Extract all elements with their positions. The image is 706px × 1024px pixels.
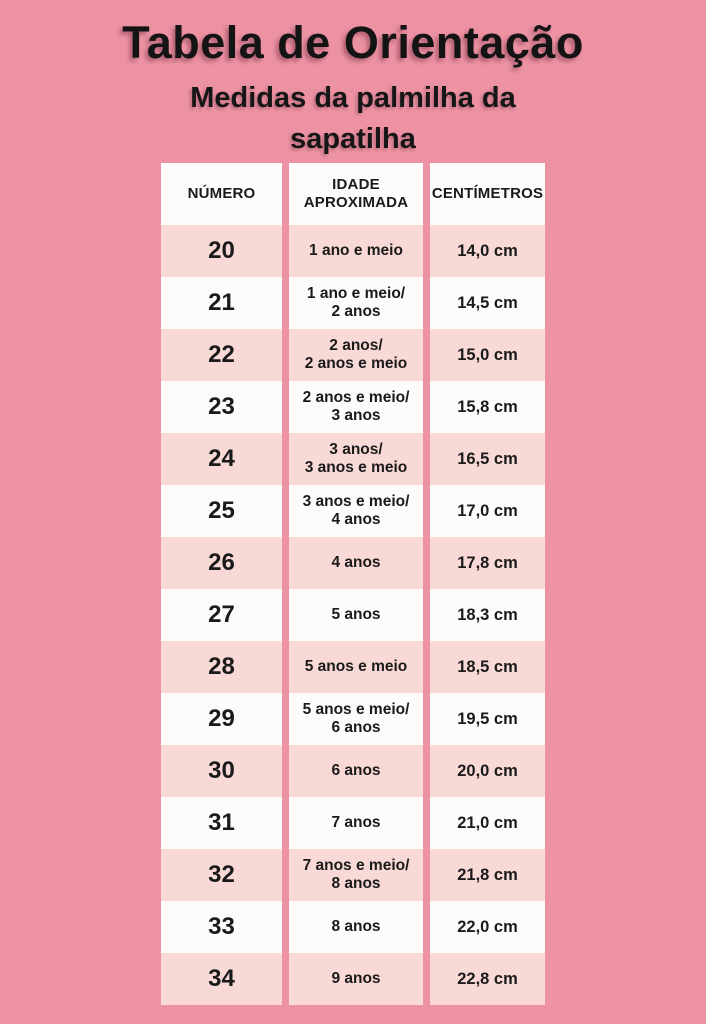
cell-numero: 32 (161, 849, 282, 901)
cell-centimetros: 14,5 cm (430, 277, 545, 329)
size-guide-table: NÚMERO IDADE APROXIMADA CENTÍMETROS 20 1… (161, 163, 545, 1005)
cell-numero: 29 (161, 693, 282, 745)
cell-idade-aproximada: 1 ano e meio (289, 225, 423, 277)
cell-idade-aproximada: 6 anos (289, 745, 423, 797)
cell-idade-aproximada: 5 anos (289, 589, 423, 641)
table-row: 25 3 anos e meio/ 4 anos 17,0 cm (161, 485, 545, 537)
table-row: 24 3 anos/ 3 anos e meio 16,5 cm (161, 433, 545, 485)
header-cell-numero: NÚMERO (161, 163, 282, 225)
cell-idade-aproximada: 9 anos (289, 953, 423, 1005)
cell-idade-aproximada: 7 anos (289, 797, 423, 849)
cell-centimetros: 17,0 cm (430, 485, 545, 537)
cell-centimetros: 21,8 cm (430, 849, 545, 901)
table-row: 21 1 ano e meio/ 2 anos 14,5 cm (161, 277, 545, 329)
table-row: 34 9 anos 22,8 cm (161, 953, 545, 1005)
page-title: Tabela de Orientação (122, 17, 584, 68)
table-header-row: NÚMERO IDADE APROXIMADA CENTÍMETROS (161, 163, 545, 225)
table-row: 26 4 anos 17,8 cm (161, 537, 545, 589)
cell-centimetros: 14,0 cm (430, 225, 545, 277)
cell-centimetros: 15,0 cm (430, 329, 545, 381)
table-row: 32 7 anos e meio/ 8 anos 21,8 cm (161, 849, 545, 901)
table-row: 27 5 anos 18,3 cm (161, 589, 545, 641)
cell-centimetros: 22,0 cm (430, 901, 545, 953)
page-subtitle: Medidas da palmilha da sapatilha (190, 82, 516, 155)
cell-numero: 33 (161, 901, 282, 953)
cell-numero: 26 (161, 537, 282, 589)
cell-numero: 23 (161, 381, 282, 433)
cell-idade-aproximada: 5 anos e meio/ 6 anos (289, 693, 423, 745)
cell-numero: 25 (161, 485, 282, 537)
cell-centimetros: 19,5 cm (430, 693, 545, 745)
table-row: 31 7 anos 21,0 cm (161, 797, 545, 849)
cell-idade-aproximada: 8 anos (289, 901, 423, 953)
table-row: 29 5 anos e meio/ 6 anos 19,5 cm (161, 693, 545, 745)
cell-numero: 22 (161, 329, 282, 381)
table-row: 20 1 ano e meio 14,0 cm (161, 225, 545, 277)
header-cell-idade-aproximada: IDADE APROXIMADA (289, 163, 423, 225)
cell-centimetros: 16,5 cm (430, 433, 545, 485)
cell-idade-aproximada: 2 anos e meio/ 3 anos (289, 381, 423, 433)
cell-idade-aproximada: 5 anos e meio (289, 641, 423, 693)
cell-idade-aproximada: 2 anos/ 2 anos e meio (289, 329, 423, 381)
cell-idade-aproximada: 4 anos (289, 537, 423, 589)
cell-numero: 27 (161, 589, 282, 641)
cell-numero: 28 (161, 641, 282, 693)
cell-idade-aproximada: 3 anos e meio/ 4 anos (289, 485, 423, 537)
cell-numero: 30 (161, 745, 282, 797)
cell-centimetros: 22,8 cm (430, 953, 545, 1005)
cell-centimetros: 18,3 cm (430, 589, 545, 641)
cell-centimetros: 15,8 cm (430, 381, 545, 433)
cell-numero: 31 (161, 797, 282, 849)
cell-idade-aproximada: 7 anos e meio/ 8 anos (289, 849, 423, 901)
table-row: 22 2 anos/ 2 anos e meio 15,0 cm (161, 329, 545, 381)
cell-centimetros: 20,0 cm (430, 745, 545, 797)
table-row: 28 5 anos e meio 18,5 cm (161, 641, 545, 693)
table-row: 30 6 anos 20,0 cm (161, 745, 545, 797)
cell-numero: 34 (161, 953, 282, 1005)
cell-numero: 20 (161, 225, 282, 277)
table-row: 33 8 anos 22,0 cm (161, 901, 545, 953)
cell-idade-aproximada: 3 anos/ 3 anos e meio (289, 433, 423, 485)
cell-centimetros: 17,8 cm (430, 537, 545, 589)
cell-centimetros: 18,5 cm (430, 641, 545, 693)
cell-numero: 24 (161, 433, 282, 485)
cell-idade-aproximada: 1 ano e meio/ 2 anos (289, 277, 423, 329)
header-cell-centimetros: CENTÍMETROS (430, 163, 545, 225)
cell-centimetros: 21,0 cm (430, 797, 545, 849)
cell-numero: 21 (161, 277, 282, 329)
table-row: 23 2 anos e meio/ 3 anos 15,8 cm (161, 381, 545, 433)
